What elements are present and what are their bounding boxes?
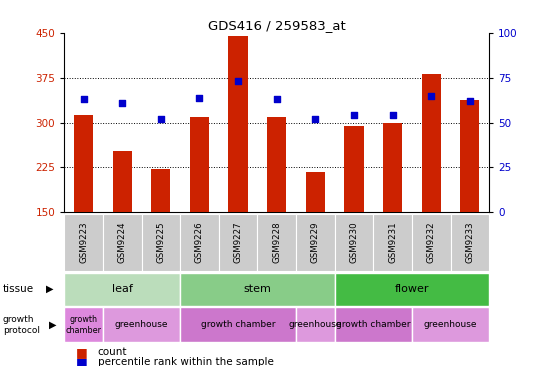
Bar — [180, 307, 296, 342]
Bar — [112, 151, 132, 212]
Text: GSM9230: GSM9230 — [349, 222, 358, 263]
Text: GSM9231: GSM9231 — [388, 222, 397, 263]
Text: growth
chamber: growth chamber — [65, 315, 102, 335]
Text: greenhouse: greenhouse — [424, 320, 477, 329]
Point — [427, 93, 435, 98]
Bar — [296, 214, 335, 271]
Text: count: count — [98, 347, 127, 357]
Bar — [344, 126, 363, 212]
Text: flower: flower — [395, 284, 429, 294]
Bar — [103, 307, 180, 342]
Point — [349, 112, 358, 118]
Bar — [151, 169, 170, 212]
Bar — [421, 74, 441, 212]
Bar — [74, 115, 93, 212]
Point — [465, 98, 474, 104]
Point — [388, 112, 397, 118]
Text: GSM9228: GSM9228 — [272, 222, 281, 263]
Text: stem: stem — [244, 284, 271, 294]
Bar — [267, 117, 286, 212]
Text: GSM9223: GSM9223 — [79, 222, 88, 263]
Text: leaf: leaf — [112, 284, 132, 294]
Text: GSM9224: GSM9224 — [118, 222, 127, 263]
Text: GSM9232: GSM9232 — [427, 222, 435, 263]
Text: GSM9225: GSM9225 — [157, 222, 165, 263]
Point — [118, 100, 127, 106]
Bar — [383, 123, 402, 212]
Bar — [64, 214, 103, 271]
Text: ■: ■ — [75, 356, 87, 366]
Bar — [219, 214, 257, 271]
Text: GSM9229: GSM9229 — [311, 222, 320, 263]
Point — [272, 96, 281, 102]
Bar — [190, 117, 209, 212]
Bar — [64, 307, 103, 342]
Text: percentile rank within the sample: percentile rank within the sample — [98, 357, 274, 366]
Point — [311, 116, 320, 122]
Bar — [257, 214, 296, 271]
Bar — [306, 172, 325, 212]
Bar — [141, 214, 180, 271]
Text: growth chamber: growth chamber — [336, 320, 410, 329]
Text: ■: ■ — [75, 346, 87, 359]
Bar — [373, 214, 412, 271]
Point — [234, 78, 243, 84]
Bar — [229, 36, 248, 212]
Bar — [64, 273, 180, 306]
Point — [79, 96, 88, 102]
Bar — [460, 101, 480, 212]
Bar — [412, 214, 451, 271]
Bar — [335, 214, 373, 271]
Text: ▶: ▶ — [46, 284, 53, 294]
Bar — [412, 307, 489, 342]
Text: greenhouse: greenhouse — [115, 320, 168, 329]
Text: growth
protocol: growth protocol — [3, 315, 40, 335]
Bar — [103, 214, 141, 271]
Bar — [180, 214, 219, 271]
Point — [195, 94, 204, 100]
Text: greenhouse: greenhouse — [288, 320, 342, 329]
Bar — [180, 273, 335, 306]
Title: GDS416 / 259583_at: GDS416 / 259583_at — [208, 19, 345, 32]
Text: GSM9233: GSM9233 — [465, 222, 475, 263]
Point — [157, 116, 165, 122]
Text: growth chamber: growth chamber — [201, 320, 276, 329]
Bar — [451, 214, 489, 271]
Bar — [335, 273, 489, 306]
Text: ▶: ▶ — [49, 320, 56, 330]
Text: tissue: tissue — [3, 284, 34, 294]
Text: GSM9227: GSM9227 — [234, 222, 243, 263]
Text: GSM9226: GSM9226 — [195, 222, 204, 263]
Bar — [335, 307, 412, 342]
Bar — [296, 307, 335, 342]
